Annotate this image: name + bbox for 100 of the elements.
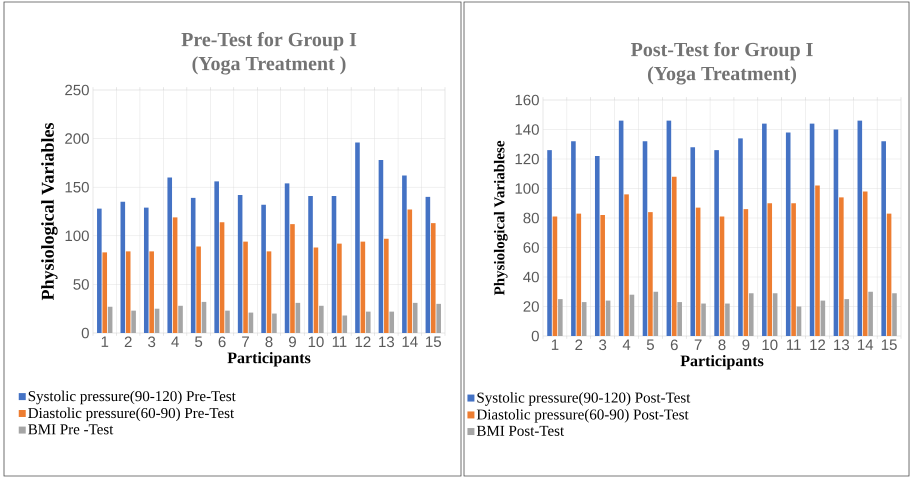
x-tick-label: 4 xyxy=(171,336,179,347)
legend-label: BMI Pre -Test xyxy=(28,424,114,434)
bar xyxy=(858,120,862,336)
bar xyxy=(547,150,552,336)
bar xyxy=(762,124,767,336)
bar xyxy=(677,302,682,336)
x-tick-label: 15 xyxy=(426,336,441,347)
bar xyxy=(97,208,102,333)
bar xyxy=(284,183,290,333)
bar xyxy=(342,316,348,333)
x-tick-label: 2 xyxy=(124,336,132,347)
bar xyxy=(654,292,658,336)
x-tick-label: 10 xyxy=(762,340,778,350)
bar xyxy=(412,302,418,333)
bar xyxy=(720,216,724,336)
bar xyxy=(238,194,242,333)
legend-label: Systolic pressure(90-120) Post-Test xyxy=(477,392,690,406)
bar xyxy=(144,208,149,333)
y-tick-label: 60 xyxy=(524,242,539,253)
bar xyxy=(648,212,653,336)
x-tick-label: 15 xyxy=(882,340,897,350)
bar xyxy=(690,147,696,336)
y-tick-label: 250 xyxy=(65,84,89,96)
bar xyxy=(886,214,892,336)
bar xyxy=(108,306,112,333)
x-tick-label: 13 xyxy=(379,336,394,348)
y-tick-label: 140 xyxy=(516,124,539,135)
bar xyxy=(430,223,436,333)
bar xyxy=(839,197,844,336)
x-tick-label: 9 xyxy=(742,340,750,350)
x-axis-title: Participants xyxy=(680,354,764,370)
y-tick-label: 20 xyxy=(524,301,539,312)
bar xyxy=(738,138,743,336)
bar xyxy=(120,202,126,333)
chart-subtitle: (Yoga Treatment) xyxy=(648,66,796,85)
y-tick-label: 150 xyxy=(66,182,89,193)
bar xyxy=(178,306,183,333)
bar xyxy=(314,247,318,333)
bar xyxy=(308,196,313,333)
legend-label: Diastolic pressure(60-90) Post-Test xyxy=(476,408,689,423)
y-tick-label: 160 xyxy=(516,94,539,106)
y-tick-label: 120 xyxy=(516,154,539,164)
x-tick-label: 6 xyxy=(670,340,678,350)
bar xyxy=(366,312,371,333)
bar xyxy=(796,306,802,336)
bar xyxy=(618,120,624,336)
y-axis-title: Physiological Variablese xyxy=(494,140,508,296)
y-tick-label: 100 xyxy=(66,230,89,242)
bar xyxy=(126,251,130,333)
bar xyxy=(772,293,778,336)
bar xyxy=(744,209,748,336)
bar xyxy=(248,312,254,333)
bar xyxy=(786,132,791,336)
bar xyxy=(791,203,796,336)
bar xyxy=(360,242,366,333)
y-tick-label: 80 xyxy=(523,212,539,224)
bar xyxy=(820,300,826,336)
legend-label: Systolic pressure(90-120) Pre-Test xyxy=(28,390,236,404)
bar xyxy=(296,302,300,333)
bar xyxy=(810,124,814,336)
bar xyxy=(378,160,384,333)
bar xyxy=(319,306,324,333)
legend-label: BMI Post-Test xyxy=(476,426,564,436)
x-tick-label: 8 xyxy=(718,340,726,350)
bar xyxy=(261,204,266,333)
bar xyxy=(190,198,196,333)
bar xyxy=(582,302,587,336)
y-tick-label: 100 xyxy=(516,183,539,194)
bar xyxy=(149,251,154,333)
bar xyxy=(666,120,672,336)
y-tick-label: 50 xyxy=(73,279,89,290)
bar xyxy=(558,299,563,336)
legend-label: Diastolic pressure(60-90) Pre-Test xyxy=(28,408,234,422)
bar xyxy=(426,196,430,333)
bar xyxy=(214,181,219,333)
bar xyxy=(725,304,730,336)
bar xyxy=(630,294,634,336)
x-tick-label: 9 xyxy=(289,336,296,348)
x-tick-label: 7 xyxy=(242,336,249,347)
x-tick-label: 5 xyxy=(646,340,654,350)
x-tick-label: 12 xyxy=(810,340,826,350)
x-tick-label: 5 xyxy=(195,336,202,347)
x-tick-label: 1 xyxy=(102,336,108,347)
bar xyxy=(220,222,224,333)
y-tick-label: 0 xyxy=(532,330,539,342)
bar xyxy=(672,176,677,336)
x-tick-label: 2 xyxy=(575,340,582,350)
bar xyxy=(384,238,389,333)
y-tick-label: 0 xyxy=(82,328,89,338)
chart-title: Pre-Test for Group I xyxy=(181,32,356,50)
x-tick-label: 1 xyxy=(552,340,558,350)
bar xyxy=(337,244,342,333)
x-axis-title: Participants xyxy=(228,352,310,366)
bar xyxy=(844,299,850,336)
x-tick-label: 11 xyxy=(332,336,346,347)
x-tick-label: 7 xyxy=(694,340,702,350)
bar xyxy=(196,246,201,333)
bar xyxy=(571,141,576,336)
x-tick-label: 13 xyxy=(834,340,850,350)
x-tick-label: 10 xyxy=(308,336,324,348)
